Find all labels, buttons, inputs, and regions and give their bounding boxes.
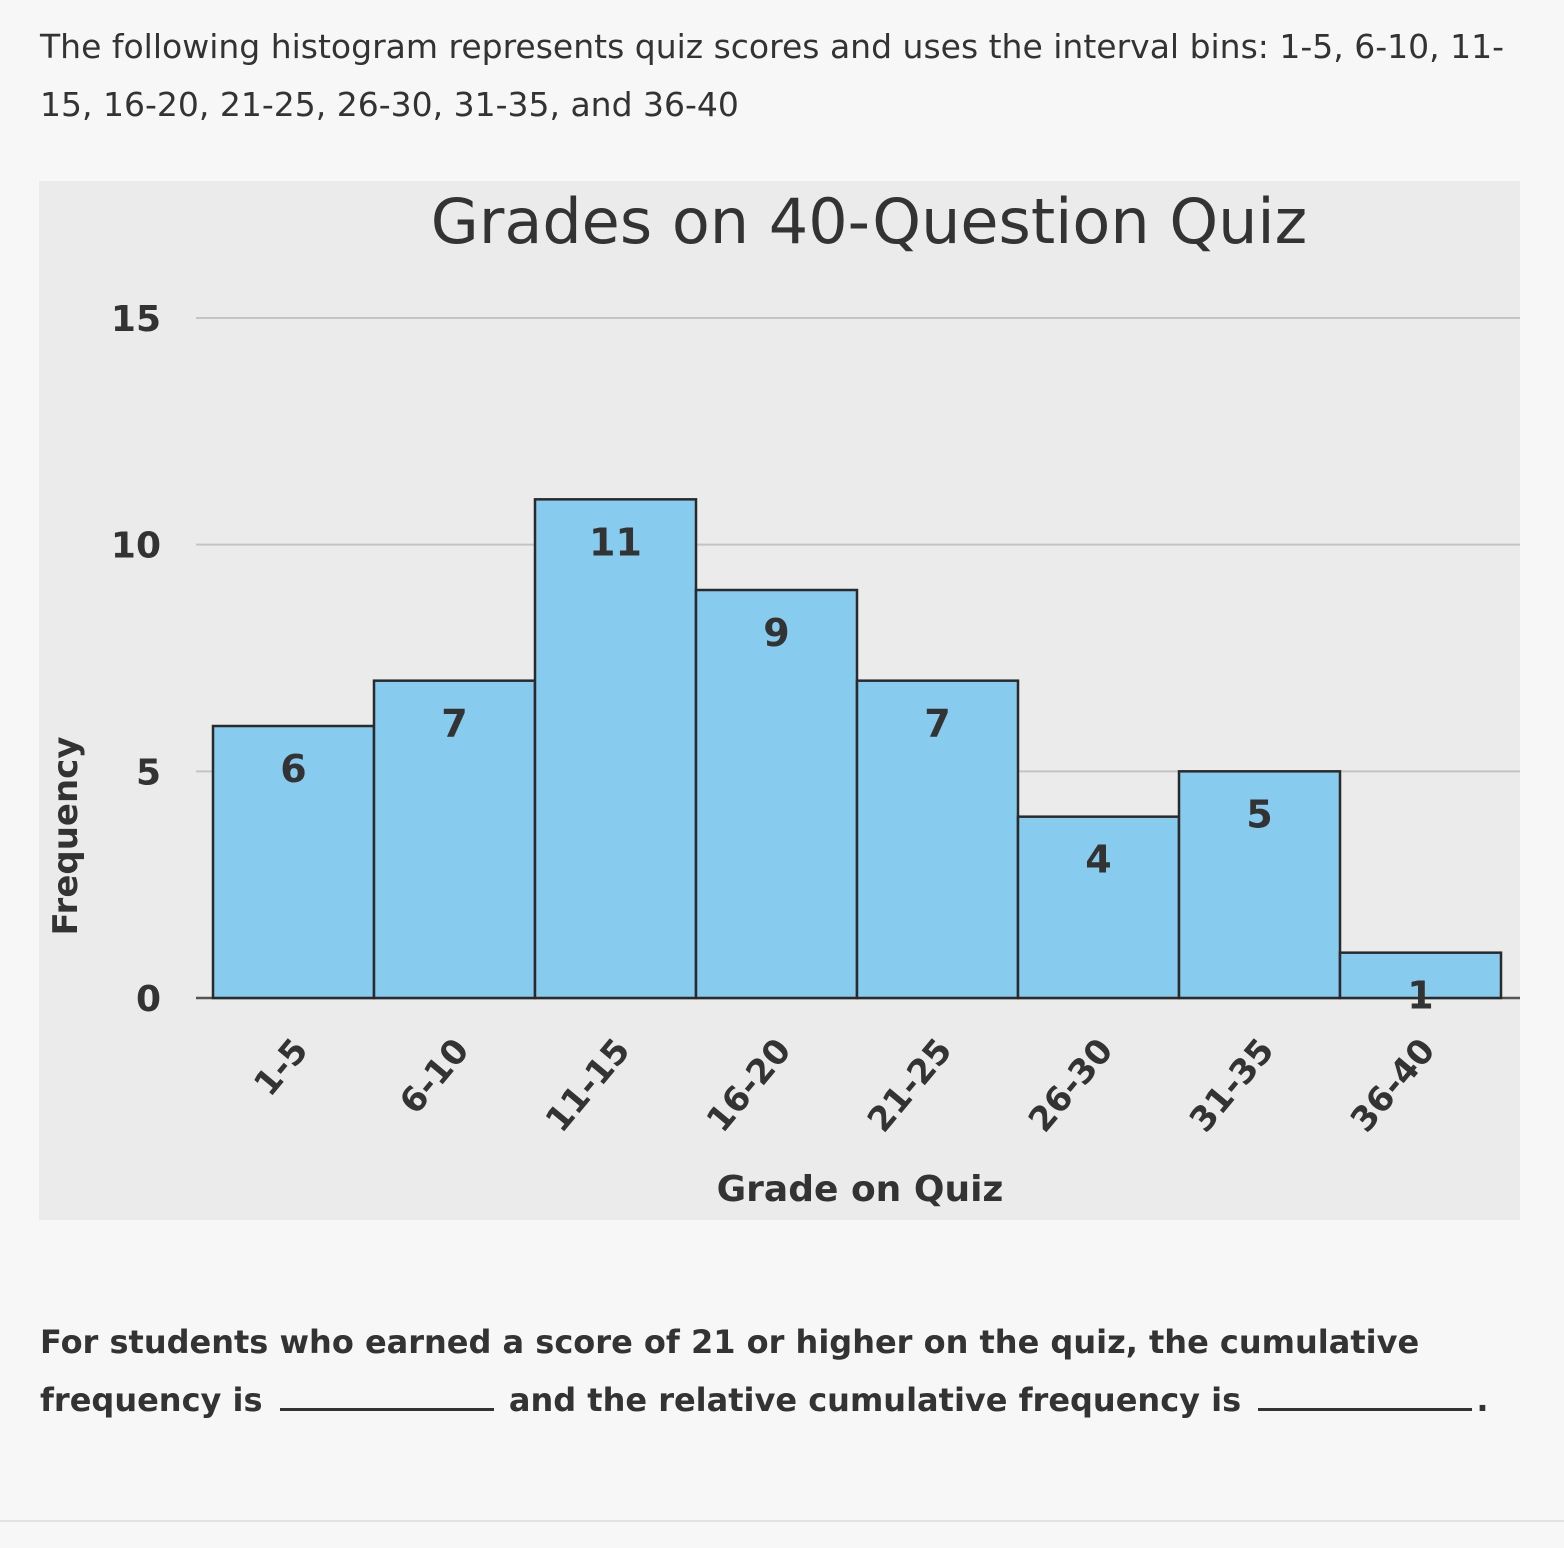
bar-value-labels: 6 7 11 9 7 4 5 1	[280, 520, 1433, 1017]
y-tick-label: 10	[111, 526, 161, 567]
histogram-chart: Grades on 40-Question Quiz Frequency Gra…	[39, 181, 1520, 1220]
histogram-bar	[211, 724, 376, 1000]
y-axis-ticks: 0 5 10 15	[111, 299, 161, 1020]
bar-value-label: 4	[1085, 838, 1111, 882]
bar-value-label: 6	[280, 747, 306, 791]
histogram-bar	[1016, 815, 1181, 1000]
bar-value-label: 11	[589, 520, 642, 564]
x-axis-label: Grade on Quiz	[717, 1169, 1004, 1210]
y-tick-label: 5	[136, 752, 161, 793]
question-part-1: For students who earned a score of 21 or…	[40, 1323, 1420, 1419]
histogram-bar	[855, 679, 1020, 1000]
bar-value-label: 1	[1407, 974, 1433, 1018]
relative-cumulative-frequency-blank[interactable]	[1258, 1386, 1473, 1411]
bar-value-label: 7	[441, 702, 467, 746]
histogram-bar	[533, 498, 698, 1000]
bar-value-label: 7	[924, 702, 950, 746]
question-text: For students who earned a score of 21 or…	[40, 1313, 1520, 1429]
chart-svg: Grades on 40-Question Quiz Frequency Gra…	[39, 181, 1520, 1220]
y-tick-label: 0	[136, 979, 161, 1020]
histogram-bar	[1338, 951, 1503, 1000]
bar-value-label: 9	[763, 611, 789, 655]
histogram-bar	[1177, 770, 1342, 1000]
intro-text: The following histogram represents quiz …	[40, 27, 1505, 124]
bars	[211, 498, 1503, 1000]
bar-value-label: 5	[1246, 792, 1272, 836]
y-tick-label: 15	[111, 299, 161, 340]
chart-title: Grades on 40-Question Quiz	[431, 185, 1307, 258]
histogram-bar	[372, 679, 537, 1000]
cumulative-frequency-blank[interactable]	[279, 1386, 494, 1411]
question-end: .	[1476, 1381, 1489, 1419]
y-axis-label: Frequency	[46, 736, 86, 935]
divider	[0, 1520, 1564, 1522]
histogram-bar	[694, 588, 859, 1000]
question-part-2: and the relative cumulative frequency is	[508, 1381, 1242, 1419]
